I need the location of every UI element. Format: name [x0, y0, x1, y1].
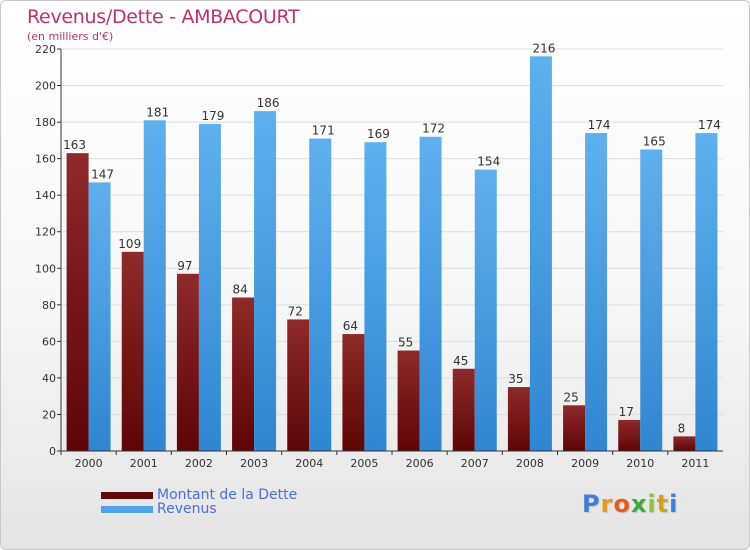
data-label-revenus: 174: [588, 118, 611, 132]
data-label-dette: 55: [398, 336, 413, 350]
data-label-dette: 109: [118, 237, 141, 251]
x-tick-label: 2000: [75, 457, 103, 470]
bar-dette: [673, 436, 696, 451]
logo-letter: x: [630, 490, 648, 518]
data-label-dette: 97: [177, 259, 192, 273]
bar-dette: [507, 387, 530, 451]
data-label-dette: 84: [232, 283, 247, 297]
data-label-dette: 25: [563, 390, 578, 404]
y-tick-label: 80: [42, 299, 56, 312]
y-tick-label: 0: [49, 445, 56, 458]
bar-revenus: [695, 133, 718, 451]
data-label-dette: 17: [619, 405, 634, 419]
bar-revenus: [474, 169, 497, 451]
data-label-revenus: 165: [643, 135, 666, 149]
bar-dette: [121, 251, 144, 451]
data-label-revenus: 172: [422, 122, 445, 136]
data-label-dette: 35: [508, 372, 523, 386]
bar-revenus: [585, 133, 608, 451]
x-tick-label: 2004: [295, 457, 323, 470]
data-labels: 163 147 109 181 97 179 84 186 72 171 64 169 55 172 45 1…: [63, 41, 721, 435]
legend-item-revenus: Revenus: [101, 501, 217, 517]
legend-label-revenus: Revenus: [157, 501, 217, 517]
data-label-revenus: 171: [312, 124, 335, 138]
data-label-dette: 72: [288, 304, 303, 318]
logo-letter: P: [582, 490, 601, 518]
logo-letter: i: [669, 490, 679, 518]
logo-letter: i: [647, 490, 657, 518]
bar-revenus: [529, 56, 552, 452]
proxiti-logo: Proxiti: [582, 490, 678, 518]
data-label-dette: 45: [453, 354, 468, 368]
bar-revenus: [309, 138, 332, 451]
bar-dette: [452, 368, 475, 451]
bar-dette: [397, 350, 420, 451]
data-label-revenus: 147: [91, 167, 114, 181]
bar-revenus: [198, 123, 221, 451]
bar-revenus: [419, 136, 442, 451]
y-tick-label: 20: [42, 408, 56, 421]
y-tick-label: 220: [35, 43, 56, 56]
y-tick-label: 120: [35, 226, 56, 239]
bar-revenus: [254, 111, 277, 452]
logo-letter: t: [656, 490, 670, 518]
data-label-revenus: 174: [698, 118, 721, 132]
legend-swatch-revenus: [101, 505, 153, 513]
y-tick-label: 200: [35, 80, 56, 93]
x-tick-label: 2006: [406, 457, 434, 470]
x-tick-label: 2001: [130, 457, 158, 470]
bar-revenus: [143, 120, 166, 451]
x-tick-label: 2011: [681, 457, 709, 470]
logo-letter: o: [613, 490, 631, 518]
x-tick-label: 2005: [350, 457, 378, 470]
bar-dette: [232, 297, 255, 451]
legend-label-dette: Montant de la Dette: [157, 487, 298, 503]
bar-dette: [618, 419, 641, 451]
x-tick-label: 2010: [626, 457, 654, 470]
y-tick-label: 40: [42, 372, 56, 385]
data-label-revenus: 169: [367, 127, 390, 141]
logo-letter: r: [600, 490, 614, 518]
data-label-revenus: 186: [257, 96, 280, 110]
bar-dette: [66, 153, 89, 451]
x-tick-label: 2002: [185, 457, 213, 470]
legend-swatch-dette: [101, 491, 153, 499]
data-label-revenus: 179: [201, 109, 224, 123]
data-label-dette: 163: [63, 138, 86, 152]
chart-title: Revenus/Dette - AMBACOURT: [27, 6, 300, 28]
bars: [66, 56, 718, 452]
bar-dette: [342, 334, 365, 451]
data-label-dette: 8: [678, 421, 686, 435]
axes: 0 20 40 60 80 100 120 140 160 180 200 220 2000 2001 20…: [35, 43, 723, 470]
y-tick-label: 180: [35, 116, 56, 129]
y-tick-label: 100: [35, 262, 56, 275]
bar-revenus: [88, 182, 111, 451]
data-label-revenus: 154: [477, 155, 500, 169]
chart-subtitle: (en milliers d'€): [27, 30, 114, 43]
data-label-revenus: 181: [146, 105, 169, 119]
bar-revenus: [640, 149, 663, 451]
data-label-dette: 64: [343, 319, 358, 333]
x-tick-label: 2009: [571, 457, 599, 470]
bar-dette: [563, 405, 586, 451]
y-tick-label: 160: [35, 153, 56, 166]
x-tick-label: 2003: [240, 457, 268, 470]
bar-dette: [287, 319, 310, 451]
bar-revenus: [364, 142, 387, 451]
x-tick-label: 2008: [516, 457, 544, 470]
y-tick-label: 140: [35, 189, 56, 202]
data-label-revenus: 216: [532, 41, 555, 55]
x-tick-label: 2007: [461, 457, 489, 470]
bar-dette: [176, 273, 199, 451]
legend-item-dette: Montant de la Dette: [101, 487, 297, 503]
grid-lines: [61, 48, 723, 415]
y-tick-label: 60: [42, 335, 56, 348]
